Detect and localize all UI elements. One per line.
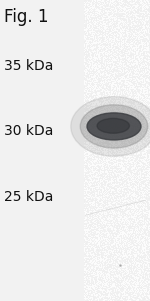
Ellipse shape <box>80 105 148 148</box>
Text: 35 kDa: 35 kDa <box>4 59 54 73</box>
Ellipse shape <box>71 97 150 156</box>
Text: 30 kDa: 30 kDa <box>4 124 54 138</box>
Text: Fig. 1: Fig. 1 <box>4 8 49 26</box>
Ellipse shape <box>87 113 141 140</box>
Text: 25 kDa: 25 kDa <box>4 190 54 204</box>
Ellipse shape <box>97 118 129 133</box>
